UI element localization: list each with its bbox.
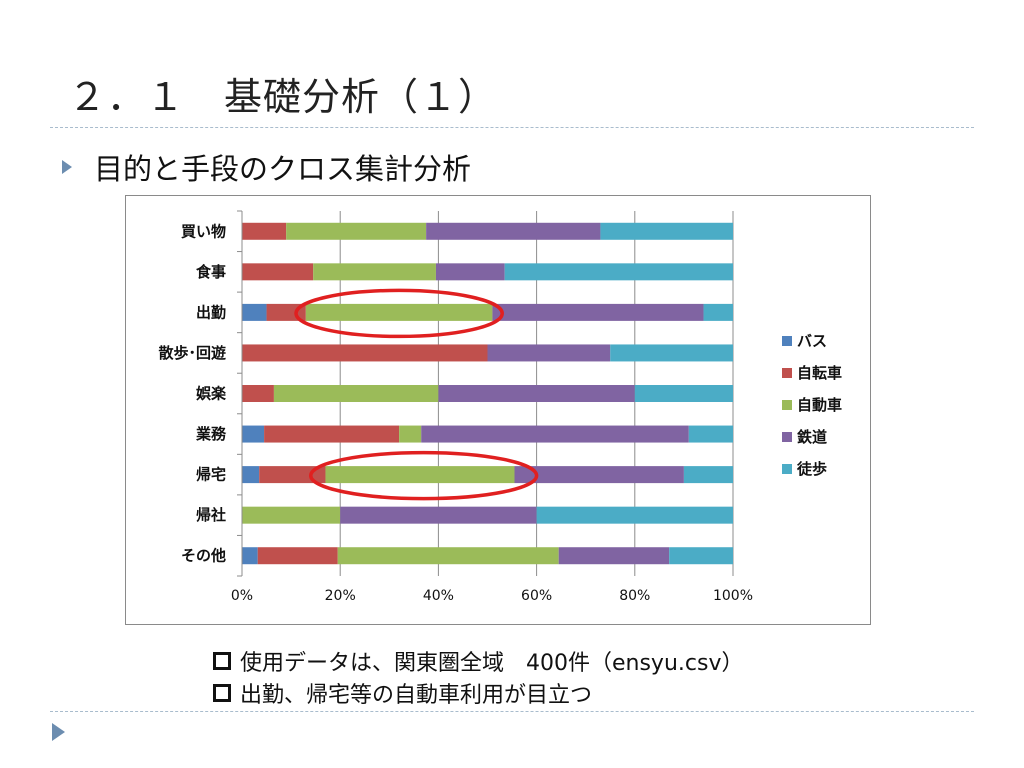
bar-segment	[558, 547, 670, 565]
bar-segment	[487, 344, 611, 362]
category-label: 帰社	[196, 506, 226, 524]
legend-label: 徒歩	[796, 460, 827, 478]
note-car-usage: 出勤、帰宅等の自動車利用が目立つ	[213, 677, 592, 709]
bar-segment	[305, 303, 493, 321]
highlight-ellipse	[294, 288, 504, 339]
category-label: 出勤	[196, 303, 226, 321]
footer-divider	[50, 711, 974, 712]
bar-segment	[421, 425, 689, 443]
subtitle-bullet: 目的と手段のクロス集計分析	[62, 146, 471, 188]
bar-segment	[703, 303, 733, 321]
legend-label: 自動車	[797, 396, 842, 414]
legend-swatch	[782, 336, 792, 346]
square-bullet-icon	[213, 684, 231, 702]
bar-segment	[600, 222, 733, 240]
bar-segment	[399, 425, 422, 443]
bar-segment	[536, 506, 733, 524]
note-text: 使用データは、関東圏全域 400件（ensyu.csv）	[240, 651, 744, 676]
category-label: 娯楽	[196, 385, 227, 403]
bar-segment	[610, 344, 733, 362]
note-text: 出勤、帰宅等の自動車利用が目立つ	[240, 683, 593, 708]
x-tick-label: 20%	[325, 588, 356, 604]
bar-segment	[438, 385, 635, 402]
legend-label: 鉄道	[797, 428, 827, 446]
bar-segment	[313, 263, 436, 281]
legend-swatch	[782, 400, 792, 410]
bar-segment	[242, 222, 287, 240]
category-label: 業務	[195, 425, 227, 443]
bar-segment	[337, 547, 559, 565]
legend-swatch	[782, 368, 792, 378]
category-label: 食事	[196, 263, 226, 281]
bar-segment	[340, 506, 537, 524]
bar-segment	[286, 222, 427, 240]
chart-frame: 0% 20% 40% 60% 80% 100% 買い物食事出勤散歩･回遊娯楽業務帰宅帰社その…	[125, 195, 871, 625]
title-divider	[50, 127, 974, 128]
bar-segment	[242, 344, 488, 362]
note-data-source: 使用データは、関東圏全域 400件（ensyu.csv）	[213, 645, 743, 677]
bar-segment	[435, 263, 505, 281]
bar-segment	[514, 466, 684, 484]
category-label: 散歩･回遊	[158, 344, 226, 362]
slide-title: ２．１ 基礎分析（１）	[68, 75, 498, 119]
x-tick-label: 80%	[619, 588, 650, 604]
bar-segment	[242, 303, 267, 321]
bar-segment	[242, 385, 274, 402]
bar-segment	[325, 466, 515, 484]
slide-subtitle: 目的と手段のクロス集計分析	[94, 152, 472, 186]
x-tick-label: 100%	[713, 588, 753, 604]
bar-segment	[242, 506, 341, 524]
bar-segment	[669, 547, 733, 565]
bar-segment	[504, 263, 733, 281]
legend-swatch	[782, 432, 792, 442]
bar-segment	[492, 303, 704, 321]
bar-segment	[259, 466, 326, 484]
bar-segment	[242, 547, 258, 565]
stacked-bar-chart: 0% 20% 40% 60% 80% 100% 買い物食事出勤散歩･回遊娯楽業務帰宅帰社その…	[158, 210, 842, 604]
bar-segment	[273, 385, 439, 402]
bar-segment	[264, 425, 400, 443]
bar-segment	[242, 466, 260, 484]
category-label: 買い物	[181, 222, 226, 240]
category-label: その他	[181, 547, 226, 565]
bar-segment	[257, 547, 338, 565]
x-tick-label: 40%	[423, 588, 454, 604]
legend-label: バス	[797, 332, 827, 350]
bar-segment	[683, 466, 733, 484]
square-bullet-icon	[213, 652, 231, 670]
x-tick-label: 60%	[521, 588, 552, 604]
bar-segment	[242, 425, 265, 443]
bar-segment	[426, 222, 601, 240]
x-tick-label: 0%	[231, 588, 253, 604]
bar-segment	[242, 263, 314, 281]
legend-label: 自転車	[797, 364, 842, 382]
next-slide-icon[interactable]	[52, 723, 65, 741]
bar-segment	[688, 425, 733, 443]
legend-swatch	[782, 464, 792, 474]
bar-segment	[634, 385, 733, 402]
category-label: 帰宅	[196, 466, 226, 484]
triangle-bullet-icon	[62, 160, 72, 174]
highlight-ellipse	[308, 450, 539, 501]
